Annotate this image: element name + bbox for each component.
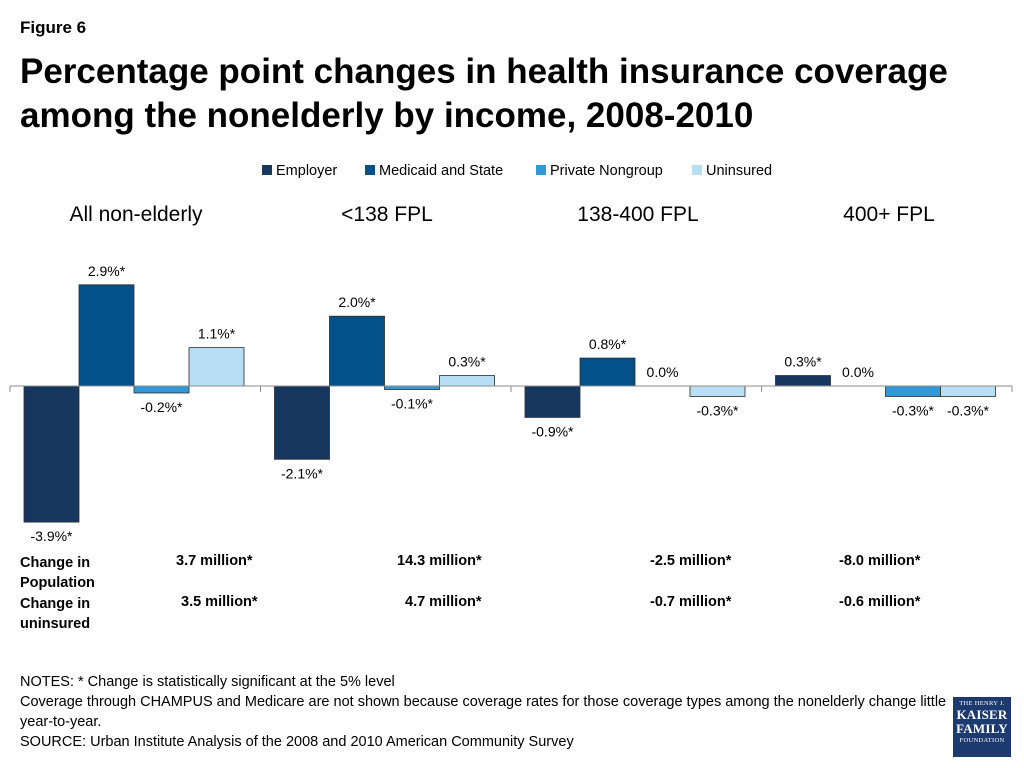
- data-label-employer-400-fpl: 0.3%*: [784, 354, 822, 370]
- bar-private-nongroup-400-fpl: [885, 385, 941, 397]
- logo-line-3: FOUNDATION: [959, 737, 1005, 744]
- figure-label: Figure 6: [20, 18, 87, 37]
- uninsured-change-138-400: -0.7 million*: [650, 594, 732, 610]
- note-coverage: Coverage through CHAMPUS and Medicare ar…: [20, 694, 947, 730]
- chart-title: Percentage point changes in health insur…: [20, 52, 948, 135]
- population-change-138-400: -2.5 million*: [650, 553, 732, 569]
- data-label-private-nongroup-138-fpl: -0.1%*: [391, 395, 434, 411]
- note-significance: NOTES: * Change is statistically signifi…: [20, 674, 395, 690]
- logo-line-2b: FAMILY: [956, 721, 1008, 736]
- notes: NOTES: * Change is statistically signifi…: [20, 672, 950, 752]
- population-change-400plus: -8.0 million*: [839, 553, 921, 569]
- bar-uninsured-138-400-fpl: [689, 385, 746, 397]
- bar-medicaid-and-state-138-400-fpl: [579, 357, 636, 387]
- data-label-uninsured-138-400-fpl: -0.3%*: [696, 402, 739, 418]
- uninsured-change-all: 3.5 million*: [181, 594, 258, 610]
- data-label-private-nongroup-138-400-fpl: 0.0%: [647, 364, 679, 380]
- category-label-400-fpl: 400+ FPL: [843, 203, 935, 226]
- bar-medicaid-and-state-all-non-elderly: [78, 284, 135, 387]
- legend-swatch-private-nongroup: [536, 165, 546, 175]
- legend-swatch-employer: [262, 165, 272, 175]
- category-label-138-400-fpl: 138-400 FPL: [577, 203, 698, 226]
- legend-swatch-uninsured: [692, 165, 702, 175]
- bar-employer-138-400-fpl: [524, 385, 581, 418]
- note-source: SOURCE: Urban Institute Analysis of the …: [20, 734, 574, 750]
- legend-swatch-medicaid-and-state: [365, 165, 375, 175]
- data-label-medicaid-and-state-138-400-fpl: 0.8%*: [589, 336, 627, 352]
- bar-employer-138-fpl: [274, 385, 330, 460]
- data-label-uninsured-all-non-elderly: 1.1%*: [198, 326, 236, 342]
- logo-line-1: THE HENRY J.: [959, 700, 1005, 707]
- row-label-population: Change in Population: [20, 555, 95, 591]
- uninsured-change-400plus: -0.6 million*: [839, 594, 921, 610]
- bar-chart: Employer Medicaid and State Private Nongro…: [9, 163, 1013, 544]
- data-label-private-nongroup-400-fpl: -0.3%*: [892, 402, 935, 418]
- bar-uninsured-138-fpl: [439, 375, 495, 387]
- kaiser-logo: THE HENRY J. KAISER FAMILY FOUNDATION: [953, 697, 1011, 757]
- bar-uninsured-400-fpl: [940, 385, 996, 397]
- bar-employer-all-non-elderly: [23, 385, 80, 523]
- population-change-lt138: 14.3 million*: [397, 553, 482, 569]
- data-label-employer-all-non-elderly: -3.9%*: [30, 528, 73, 544]
- bar-employer-400-fpl: [775, 375, 831, 387]
- data-label-medicaid-and-state-400-fpl: 0.0%: [842, 364, 874, 380]
- data-label-medicaid-and-state-all-non-elderly: 2.9%*: [88, 263, 126, 279]
- row-label-uninsured: Change in uninsured: [20, 596, 91, 632]
- uninsured-change-lt138: 4.7 million*: [405, 594, 482, 610]
- bar-medicaid-and-state-138-fpl: [329, 315, 385, 387]
- data-label-employer-138-400-fpl: -0.9%*: [531, 423, 574, 439]
- legend-label-private-nongroup: Private Nongroup: [550, 163, 663, 179]
- data-label-uninsured-138-fpl: 0.3%*: [448, 354, 486, 370]
- logo-line-2a: KAISER: [956, 707, 1008, 722]
- legend-label-uninsured: Uninsured: [706, 163, 772, 179]
- bar-uninsured-all-non-elderly: [188, 347, 245, 387]
- bar-private-nongroup-all-non-elderly: [133, 385, 190, 394]
- data-label-uninsured-400-fpl: -0.3%*: [947, 402, 990, 418]
- data-label-medicaid-and-state-138-fpl: 2.0%*: [338, 294, 376, 310]
- legend-label-medicaid-and-state: Medicaid and State: [379, 163, 503, 179]
- bar-private-nongroup-138-fpl: [384, 385, 440, 390]
- category-label-138-fpl: <138 FPL: [341, 203, 433, 226]
- population-change-all: 3.7 million*: [176, 553, 253, 569]
- legend-label-employer: Employer: [276, 163, 337, 179]
- category-label-all-non-elderly: All non-elderly: [69, 203, 203, 226]
- data-label-private-nongroup-all-non-elderly: -0.2%*: [140, 399, 183, 415]
- data-label-employer-138-fpl: -2.1%*: [281, 465, 324, 481]
